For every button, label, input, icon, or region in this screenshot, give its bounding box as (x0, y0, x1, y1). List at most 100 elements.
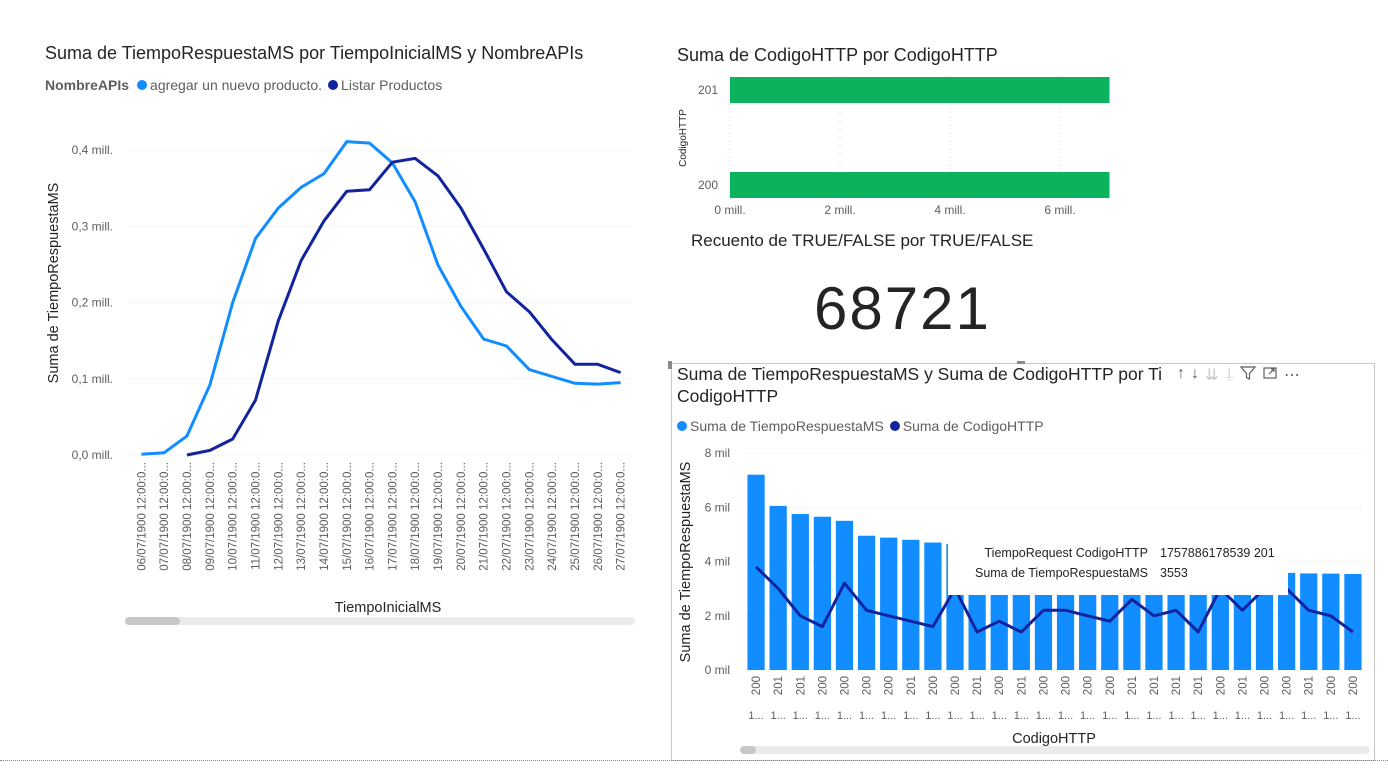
x-tick-label: 200 (1061, 676, 1073, 695)
y-tick-label: 0,4 mill. (72, 143, 113, 157)
x-tick-label: 200 (1282, 676, 1294, 695)
x-tick-label: 201 (773, 676, 785, 695)
x-sublabel: 1... (837, 710, 852, 722)
line-chart-scrollbar-thumb[interactable] (125, 617, 180, 625)
bar (902, 539, 920, 670)
x-tick-label: 18/07/1900 12:00:0... (410, 462, 422, 571)
x-tick-label: 15/07/1900 12:00:0... (342, 462, 354, 571)
bar (924, 542, 942, 670)
bar (1233, 570, 1252, 670)
expand-hierarchy-icon[interactable]: ⍊ (1224, 365, 1235, 382)
kpi-card-value: 68721 (814, 275, 991, 342)
bar (835, 520, 854, 670)
bar-chart-title: Suma de CodigoHTTP por CodigoHTTP (677, 45, 998, 65)
resize-handle-top[interactable] (1017, 361, 1025, 364)
bar (857, 535, 876, 670)
x-sublabel: 1... (1257, 710, 1272, 722)
tooltip-row-2: Suma de TiempoRespuestaMS 3553 (958, 563, 1278, 583)
x-tick-label: 24/07/1900 12:00:0... (547, 462, 559, 571)
x-tick-label: 201 (1149, 676, 1161, 695)
x-sublabel: 1... (771, 710, 786, 722)
filter-icon[interactable] (1239, 365, 1257, 386)
x-tick-label: 12/07/1900 12:00:0... (273, 462, 285, 571)
legend-item-bar[interactable]: Suma de TiempoRespuestaMS (677, 418, 884, 434)
x-tick-label: 23/07/1900 12:00:0... (524, 462, 536, 571)
x-tick-label: 201 (1127, 676, 1139, 695)
x-sublabel: 1... (1235, 710, 1250, 722)
bar-200 (730, 172, 1110, 198)
x-sublabel: 1... (1323, 710, 1338, 722)
bar (1255, 572, 1274, 670)
legend-label: Suma de TiempoRespuestaMS (690, 418, 884, 434)
x-sublabel: 1... (859, 710, 874, 722)
legend-item-series-1[interactable]: agregar un nuevo producto. (137, 77, 322, 93)
x-tick-label: 11/07/1900 12:00:0... (251, 462, 263, 570)
x-tick-label: 200 (884, 676, 896, 695)
legend-item-series-2[interactable]: Listar Productos (328, 77, 442, 93)
x-tick-label: 10/07/1900 12:00:0... (228, 462, 240, 571)
x-sublabel: 1... (925, 710, 940, 722)
legend-item-line[interactable]: Suma de CodigoHTTP (889, 418, 1044, 434)
x-tick-label: 09/07/1900 12:00:0... (205, 462, 217, 571)
arrow-up-icon[interactable]: ↑ (1177, 365, 1185, 382)
legend-dot-navy (328, 80, 339, 90)
x-tick-label: 13/07/1900 12:00:0... (296, 462, 308, 571)
horizontal-bar-chart: 0 mill. 2 mill. 4 mill. 6 mill. 201 200 Codigo… (678, 76, 1110, 217)
x-sublabel: 1... (793, 710, 808, 722)
line-chart-title: Suma de TiempoRespuestaMS por TiempoInic… (45, 43, 584, 63)
x-tick-label: 201 (1304, 676, 1316, 695)
kpi-card-title: Recuento de TRUE/FALSE por TRUE/FALSE (691, 231, 1034, 250)
x-tick-label: 6 mill. (1044, 203, 1075, 217)
x-sublabel: 1... (1168, 710, 1183, 722)
resize-handle-top-left[interactable] (668, 361, 672, 369)
x-tick-label: 2 mill. (824, 203, 855, 217)
x-sublabel: 1... (1301, 710, 1316, 722)
x-tick-label: 26/07/1900 12:00:0... (593, 462, 605, 571)
x-tick-label: 200 (928, 676, 940, 695)
x-tick-label: 200 (950, 676, 962, 695)
combo-chart-scrollbar[interactable] (740, 746, 1370, 754)
x-tick-label: 201 (1193, 676, 1205, 695)
x-tick-label: 06/07/1900 12:00:0... (136, 462, 148, 571)
x-sublabel: 1... (1279, 710, 1294, 722)
y-tick-label: 2 mil (705, 609, 730, 623)
bar-201 (730, 77, 1110, 103)
series-line (755, 565, 1354, 634)
x-sublabel: 1... (881, 710, 896, 722)
y-axis-title: Suma de TiempoRespuestaMS (678, 462, 694, 663)
arrow-down-icon[interactable]: ↓ (1191, 365, 1199, 382)
x-sublabel: 1... (1124, 710, 1139, 722)
x-tick-label: 27/07/1900 12:00:0... (616, 462, 628, 571)
x-sublabel: 1... (1213, 710, 1228, 722)
x-tick-label: 201 (972, 676, 984, 695)
x-tick-label: 200 (1083, 676, 1095, 695)
x-tick-label: 201 (1237, 676, 1249, 695)
x-sublabel: 1... (903, 710, 918, 722)
x-tick-label: 200 (1105, 676, 1117, 695)
combo-chart-scrollbar-thumb[interactable] (740, 746, 756, 754)
x-tick-label: 14/07/1900 12:00:0... (319, 462, 331, 571)
x-tick-label: 20/07/1900 12:00:0... (456, 462, 468, 571)
tooltip-key: Suma de TiempoRespuestaMS (974, 566, 1148, 580)
double-arrow-down-icon[interactable]: ⇊ (1205, 367, 1219, 384)
line-chart-scrollbar[interactable] (125, 617, 635, 625)
y-tick-label: 0 mil (705, 663, 730, 677)
x-tick-label: 201 (906, 676, 918, 695)
x-sublabel: 1... (992, 710, 1007, 722)
y-axis-title: CodigoHTTP (678, 109, 689, 167)
x-axis-title: TiempoInicialMS (335, 600, 442, 616)
tooltip-value: 3553 (1160, 566, 1188, 580)
bar (1300, 573, 1318, 670)
legend-title: NombreAPIs (45, 77, 130, 93)
x-sublabel: 1... (947, 710, 962, 722)
x-tick-label: 4 mill. (934, 203, 965, 217)
x-tick-label: 200 (751, 676, 763, 695)
x-sublabel: 1... (1345, 710, 1360, 722)
x-sublabel: 1... (1146, 710, 1161, 722)
focus-mode-icon[interactable] (1262, 365, 1278, 386)
x-tick-label: 200 (1348, 676, 1360, 695)
combo-chart-title-line1: Suma de TiempoRespuestaMS y Suma de Codi… (677, 364, 1163, 384)
legend-dot-blue (677, 421, 687, 431)
legend-label: Listar Productos (341, 77, 443, 93)
more-options-icon[interactable]: ⋯ (1284, 367, 1301, 384)
